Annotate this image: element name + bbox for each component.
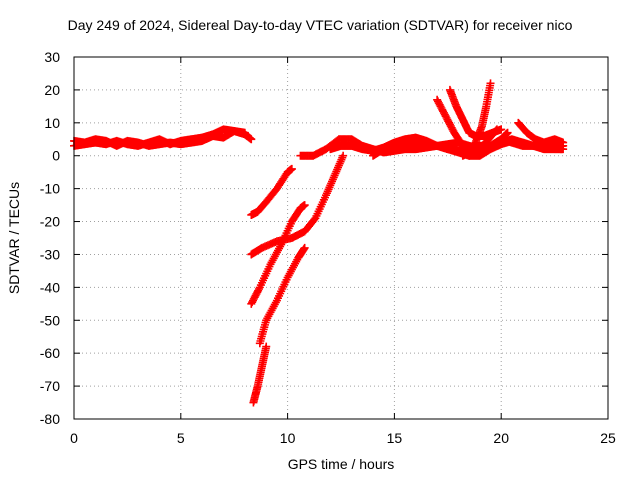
series-track (247, 201, 309, 308)
data-point (559, 138, 568, 147)
data-point (300, 243, 309, 252)
y-tick-label: -50 (40, 312, 60, 328)
series-track (458, 128, 512, 160)
y-tick-label: -30 (40, 246, 60, 262)
series-track (249, 342, 271, 407)
y-axis-label: SDTVAR / TECUs (6, 181, 22, 295)
y-tick-label: -70 (40, 378, 60, 394)
x-tick-label: 15 (387, 430, 403, 446)
series-track (247, 164, 296, 219)
y-tick-label: 0 (52, 148, 60, 164)
x-tick-label: 20 (493, 430, 509, 446)
y-tick-label: -40 (40, 279, 60, 295)
grid-lines (74, 57, 608, 419)
data-point (557, 145, 566, 154)
data-series (70, 79, 568, 407)
data-point (287, 164, 296, 173)
y-tick-label: 20 (44, 82, 60, 98)
axis-ticks: 0 5 10 15 20 25 -80 -70 -60 -50 -40 -30 -20 -10 0 10 20 3… (40, 49, 616, 446)
chart-title: Day 249 of 2024, Sidereal Day-to-day VTE… (67, 17, 573, 33)
y-tick-label: -20 (40, 214, 60, 230)
data-point (497, 125, 506, 134)
series-track (514, 118, 566, 154)
plot-frame (73, 56, 609, 420)
x-tick-label: 25 (600, 430, 616, 446)
x-tick-label: 0 (70, 430, 78, 446)
data-point (503, 128, 512, 137)
data-point (486, 79, 495, 88)
y-tick-label: -80 (40, 411, 60, 427)
data-point (240, 128, 249, 137)
data-point (339, 151, 348, 160)
data-point (300, 201, 309, 210)
series-track (255, 243, 309, 348)
data-point (247, 135, 256, 144)
y-tick-label: -10 (40, 181, 60, 197)
y-tick-label: 10 (44, 115, 60, 131)
series-track (70, 127, 249, 150)
series-track (247, 151, 348, 259)
y-tick-label: -60 (40, 345, 60, 361)
x-tick-label: 5 (177, 430, 185, 446)
x-axis-label: GPS time / hours (287, 456, 395, 472)
x-tick-label: 10 (280, 430, 296, 446)
y-tick-label: 30 (44, 49, 60, 65)
data-point (262, 342, 271, 351)
